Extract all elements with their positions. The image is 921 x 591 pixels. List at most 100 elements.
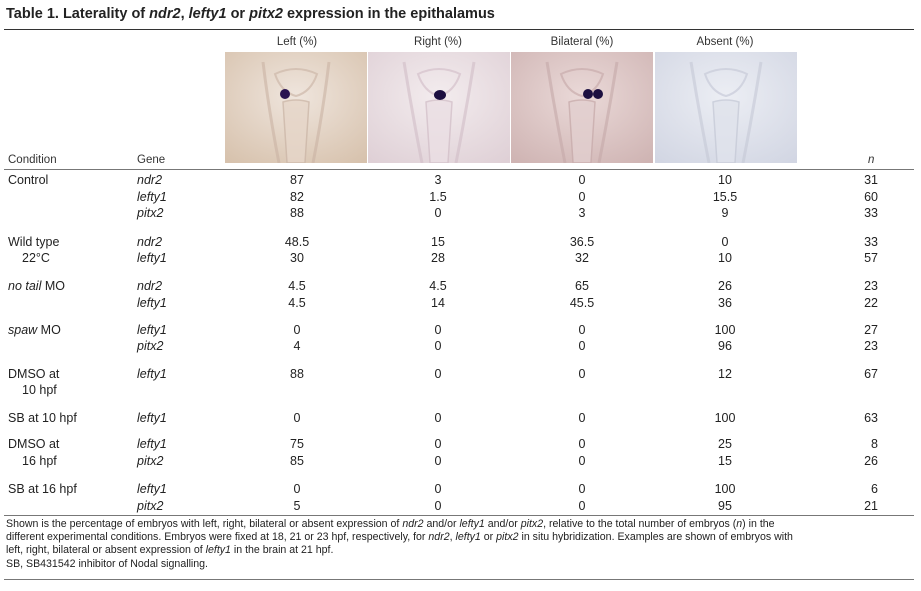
row-right-value: 0 [434, 339, 442, 353]
row-absent-value: 15.5 [712, 190, 738, 204]
row-condition: Wild type [8, 235, 60, 249]
embryo-photo-left [225, 52, 367, 163]
row-gene: lefty1 [137, 323, 167, 337]
row-condition: SB at 10 hpf [8, 411, 77, 425]
row-condition: DMSO at [8, 367, 60, 381]
row-right-value: 0 [434, 482, 442, 496]
embryo-photo-absent [655, 52, 797, 163]
row-absent-value: 100 [714, 323, 736, 337]
row-absent-value: 0 [721, 235, 729, 249]
row-bilateral-value: 0 [578, 499, 586, 513]
row-n-value: 23 [864, 339, 878, 353]
row-right-value: 1.5 [429, 190, 447, 204]
row-right-value: 3 [434, 173, 442, 187]
row-gene: lefty1 [137, 482, 167, 496]
row-absent-value: 10 [718, 251, 732, 265]
row-absent-value: 10 [718, 173, 732, 187]
header-right: Right (%) [414, 36, 462, 48]
row-n-value: 33 [864, 206, 878, 220]
row-left-value: 5 [293, 499, 301, 513]
row-n-value: 23 [864, 279, 878, 293]
row-bilateral-value: 0 [578, 411, 586, 425]
row-right-value: 28 [431, 251, 445, 265]
row-absent-value: 9 [721, 206, 729, 220]
row-n-value: 31 [864, 173, 878, 187]
row-gene: lefty1 [137, 251, 167, 265]
row-absent-value: 12 [718, 367, 732, 381]
row-gene: lefty1 [137, 411, 167, 425]
header-bilateral: Bilateral (%) [550, 36, 614, 48]
row-right-value: 4.5 [429, 279, 447, 293]
row-left-value: 0 [293, 323, 301, 337]
row-bilateral-value: 32 [575, 251, 589, 265]
row-gene: ndr2 [137, 235, 163, 249]
row-gene: ndr2 [137, 173, 163, 187]
row-absent-value: 96 [718, 339, 732, 353]
row-right-value: 0 [434, 323, 442, 337]
row-bilateral-value: 65 [575, 279, 589, 293]
row-bilateral-value: 3 [578, 206, 586, 220]
row-left-value: 85 [290, 454, 304, 468]
row-left-value: 0 [293, 411, 301, 425]
row-gene: pitx2 [137, 454, 164, 468]
header-left: Left (%) [276, 36, 318, 48]
row-right-value: 0 [434, 499, 442, 513]
row-bilateral-value: 45.5 [569, 296, 595, 310]
header-gene: Gene [137, 154, 166, 166]
row-left-value: 75 [290, 437, 304, 451]
condition-part: MO [37, 323, 61, 337]
row-bilateral-value: 0 [578, 367, 586, 381]
row-gene: pitx2 [137, 206, 164, 220]
row-gene: lefty1 [137, 367, 167, 381]
row-left-value: 4.5 [288, 279, 306, 293]
header-n: n [868, 154, 875, 166]
condition-part: MO [41, 279, 65, 293]
row-absent-value: 25 [718, 437, 732, 451]
row-condition: DMSO at [8, 437, 60, 451]
bottom-rule [4, 515, 914, 516]
row-left-value: 87 [290, 173, 304, 187]
row-left-value: 30 [290, 251, 304, 265]
row-left-value: 88 [290, 367, 304, 381]
row-bilateral-value: 0 [578, 190, 586, 204]
row-absent-value: 100 [714, 482, 736, 496]
row-left-value: 88 [290, 206, 304, 220]
row-gene: ndr2 [137, 279, 163, 293]
row-condition: spaw MO [8, 323, 61, 337]
row-absent-value: 36 [718, 296, 732, 310]
row-gene: pitx2 [137, 339, 164, 353]
condition-italic-part: spaw [8, 323, 38, 337]
row-absent-value: 100 [714, 411, 736, 425]
row-condition: no tail MO [8, 279, 65, 293]
row-right-value: 0 [434, 367, 442, 381]
row-bilateral-value: 0 [578, 173, 586, 187]
row-n-value: 67 [864, 367, 878, 381]
row-n-value: 22 [864, 296, 878, 310]
row-gene: lefty1 [137, 190, 167, 204]
row-n-value: 27 [864, 323, 878, 337]
row-condition-sub: 10 hpf [22, 383, 57, 397]
table-title: Table 1. Laterality of ndr2, lefty1 or p… [6, 6, 495, 22]
row-right-value: 0 [434, 411, 442, 425]
row-left-value: 4 [293, 339, 301, 353]
row-n-value: 57 [864, 251, 878, 265]
row-gene: lefty1 [137, 437, 167, 451]
row-right-value: 0 [434, 206, 442, 220]
row-left-value: 48.5 [284, 235, 310, 249]
row-condition-sub: 22°C [22, 251, 50, 265]
row-left-value: 82 [290, 190, 304, 204]
row-condition: Control [8, 173, 49, 187]
row-left-value: 4.5 [288, 296, 306, 310]
row-bilateral-value: 0 [578, 323, 586, 337]
row-right-value: 0 [434, 437, 442, 451]
row-right-value: 14 [431, 296, 445, 310]
table-footnote: Shown is the percentage of embryos with … [6, 518, 793, 570]
row-bilateral-value: 0 [578, 482, 586, 496]
row-bilateral-value: 0 [578, 454, 586, 468]
top-rule [4, 29, 914, 30]
row-right-value: 0 [434, 454, 442, 468]
condition-italic-part: no tail [8, 279, 42, 293]
header-rule [4, 169, 914, 170]
row-absent-value: 15 [718, 454, 732, 468]
row-absent-value: 95 [718, 499, 732, 513]
